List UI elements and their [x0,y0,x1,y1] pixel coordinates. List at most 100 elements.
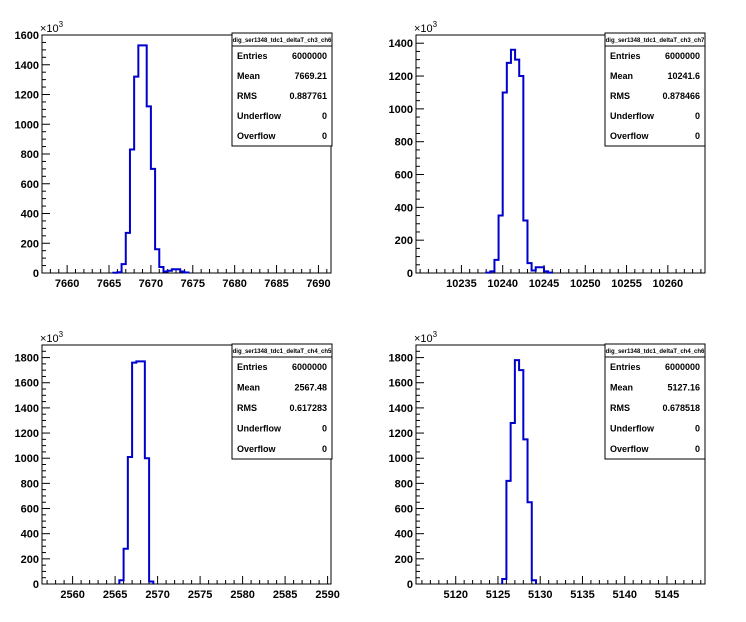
stats-label: Underflow [237,111,282,121]
stats-label: Entries [237,362,268,372]
y-tick-label: 1600 [15,378,39,390]
x-tick-label: 10235 [446,278,477,290]
y-multiplier-label: ×103 [414,20,438,35]
y-tick-label: 800 [21,478,39,490]
stats-title: dig_ser1348_tdc1_deltaT_ch3_ch6 [233,38,332,44]
x-tick-label: 7680 [222,278,246,290]
histogram-bin [136,361,140,584]
x-tick-label: 10245 [529,278,560,290]
stats-value: 0.878466 [662,91,700,101]
stats-box [231,32,333,147]
y-tick-label: 1000 [15,453,39,465]
x-tick-label: 10255 [611,278,642,290]
stats-label: Entries [610,51,641,61]
x-tick-label: 7670 [139,278,163,290]
y-tick-label: 600 [395,170,413,182]
y-tick-label: 1200 [389,71,413,83]
y-tick-label: 200 [21,238,39,250]
y-tick-label: 600 [395,504,413,516]
stats-value: 0 [695,423,700,433]
stats-box [604,343,706,460]
y-tick-label: 200 [395,554,413,566]
histogram-outline [112,44,190,274]
histogram-pad-3: 0 200 400 600 800 1000 1200 1400 1600 1800 2560 256… [15,330,340,601]
y-tick-label: 1000 [389,453,413,465]
x-tick-label: 2565 [103,589,127,601]
x-tick-label: 7690 [306,278,330,290]
stats-value: 0 [695,131,700,141]
y-tick-label: 400 [395,529,413,541]
histogram-bin [511,50,515,273]
stats-value: 0 [322,444,327,454]
y-tick-label: 1800 [15,353,39,365]
y-tick-label: 400 [395,202,413,214]
y-tick-label: 0 [33,579,39,591]
histogram-outline [118,360,155,584]
y-multiplier-label: ×103 [40,330,64,345]
stats-label: Underflow [610,423,655,433]
stats-label: RMS [237,403,257,413]
stats-label: Entries [237,51,268,61]
x-tick-label: 2585 [273,589,297,601]
y-tick-label: 200 [21,554,39,566]
stats-label: Entries [610,362,641,372]
y-multiplier-label: ×103 [40,20,64,35]
y-tick-label: 1400 [389,38,413,50]
y-tick-label: 800 [395,478,413,490]
stats-box [231,343,333,460]
stats-value: 6000000 [292,362,327,372]
x-tick-label: 5125 [486,589,510,601]
y-tick-label: 0 [407,579,413,591]
stats-label: Overflow [237,131,277,141]
histogram-outline [501,359,537,584]
stats-label: RMS [237,91,257,101]
y-tick-label: 1000 [389,104,413,116]
stats-title: dig_ser1348_tdc1_deltaT_ch4_ch6 [606,349,705,355]
y-tick-label: 400 [21,209,39,221]
stats-value: 0 [322,131,327,141]
stats-value: 5127.16 [667,383,700,393]
stats-value: 0 [695,444,700,454]
stats-value: 10241.6 [667,71,700,81]
x-tick-label: 7660 [55,278,79,290]
stats-label: Underflow [610,111,655,121]
stats-title: dig_ser1348_tdc1_deltaT_ch4_ch5 [233,349,332,355]
x-tick-label: 10250 [570,278,601,290]
y-tick-label: 600 [21,179,39,191]
stats-label: Mean [610,71,633,81]
x-tick-label: 5120 [443,589,467,601]
x-tick-label: 7675 [181,278,205,290]
stats-label: RMS [610,91,630,101]
y-tick-label: 1400 [15,403,39,415]
x-tick-label: 7685 [264,278,288,290]
y-tick-label: 1400 [389,403,413,415]
stats-label: Mean [237,71,260,81]
stats-label: Overflow [237,444,277,454]
histogram-bin [138,45,142,273]
y-tick-label: 800 [395,137,413,149]
x-tick-label: 5135 [570,589,594,601]
stats-value: 2567.48 [294,383,327,393]
x-tick-label: 5140 [612,589,636,601]
y-tick-label: 1600 [15,30,39,42]
stats-value: 0.887761 [289,91,327,101]
x-tick-label: 5145 [655,589,679,601]
stats-label: Mean [610,383,633,393]
stats-label: Overflow [610,444,650,454]
histogram-pad-1: 0 200 400 600 800 1000 1200 1400 1600 7660 7665 767… [15,20,333,290]
x-tick-label: 10240 [487,278,518,290]
x-tick-label: 2575 [188,589,212,601]
y-tick-label: 1400 [15,60,39,72]
x-tick-label: 2590 [315,589,339,601]
histogram-pad-2: 0 200 400 600 800 1000 1200 1400 10235 10240 10245… [389,20,706,290]
stats-value: 0.678518 [662,403,700,413]
stats-box [604,32,706,147]
histogram-outline [485,48,554,274]
stats-value: 6000000 [292,51,327,61]
y-tick-label: 0 [407,268,413,280]
y-tick-label: 1200 [15,90,39,102]
y-multiplier-label: ×103 [414,330,438,345]
stats-label: RMS [610,403,630,413]
x-tick-label: 10260 [653,278,684,290]
